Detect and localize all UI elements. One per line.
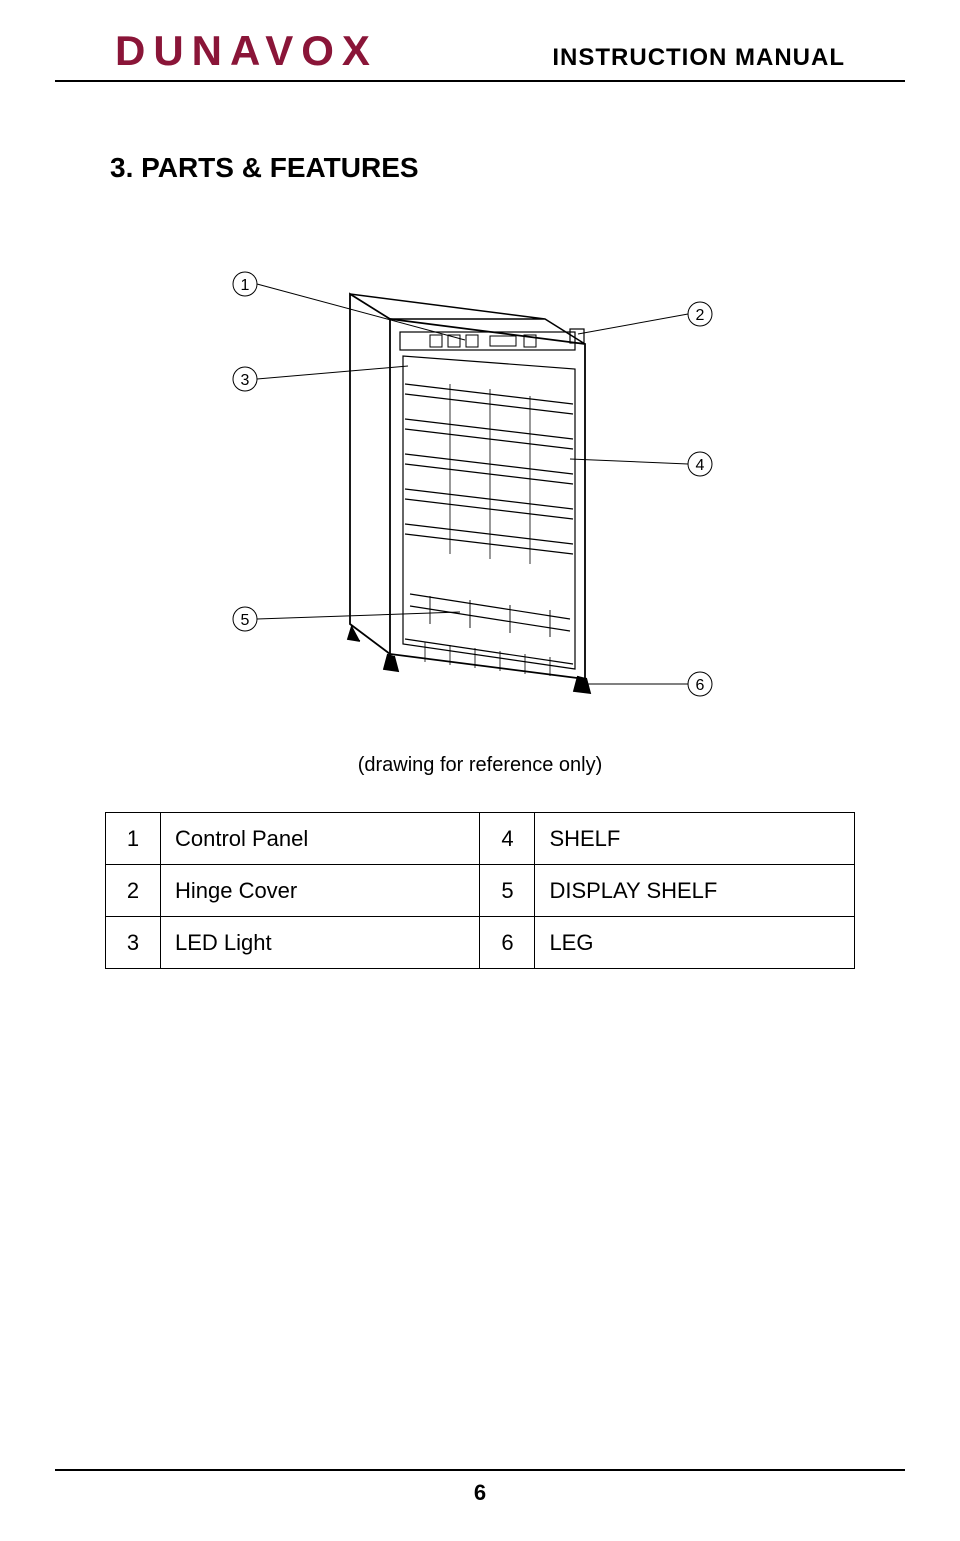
document-title: INSTRUCTION MANUAL [552,44,845,72]
parts-label: LED Light [160,917,480,969]
wine-cooler-diagram: 1 2 3 4 5 6 [130,224,830,724]
section-heading: 3. PARTS & FEATURES [110,152,960,184]
parts-num: 5 [480,865,535,917]
parts-num: 6 [480,917,535,969]
table-row: 3LED Light6LEG [106,917,855,969]
callout-2: 2 [696,307,705,324]
parts-label: Control Panel [160,813,480,865]
parts-num: 3 [106,917,161,969]
callout-1: 1 [241,277,250,294]
parts-num: 2 [106,865,161,917]
parts-label: DISPLAY SHELF [535,865,855,917]
callout-3: 3 [241,372,250,389]
diagram-caption: (drawing for reference only) [0,754,960,777]
parts-num: 1 [106,813,161,865]
callout-5: 5 [241,612,250,629]
parts-label: SHELF [535,813,855,865]
brand-logo: DUNAVOX [115,30,378,72]
page-header: DUNAVOX INSTRUCTION MANUAL [55,0,905,82]
parts-diagram: 1 2 3 4 5 6 [130,224,830,724]
table-row: 1Control Panel4SHELF [106,813,855,865]
footer-divider [55,1469,905,1471]
parts-label: Hinge Cover [160,865,480,917]
parts-num: 4 [480,813,535,865]
callout-4: 4 [696,457,705,474]
callout-6: 6 [696,677,705,694]
parts-table: 1Control Panel4SHELF2Hinge Cover5DISPLAY… [105,812,855,969]
table-row: 2Hinge Cover5DISPLAY SHELF [106,865,855,917]
page-number: 6 [0,1480,960,1506]
parts-label: LEG [535,917,855,969]
